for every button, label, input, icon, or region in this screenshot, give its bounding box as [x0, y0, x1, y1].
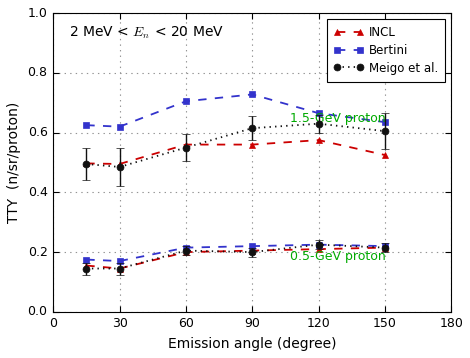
Text: 1.5-GeV proton: 1.5-GeV proton [290, 112, 386, 125]
Text: 2 MeV < $E_n$ < 20 MeV: 2 MeV < $E_n$ < 20 MeV [69, 25, 224, 42]
Y-axis label: TTY  (n/sr/proton): TTY (n/sr/proton) [7, 102, 21, 223]
Legend: INCL, Bertini, Meigo et al.: INCL, Bertini, Meigo et al. [327, 19, 446, 82]
Text: 0.5-GeV proton: 0.5-GeV proton [290, 250, 386, 262]
X-axis label: Emission angle (degree): Emission angle (degree) [168, 337, 337, 351]
